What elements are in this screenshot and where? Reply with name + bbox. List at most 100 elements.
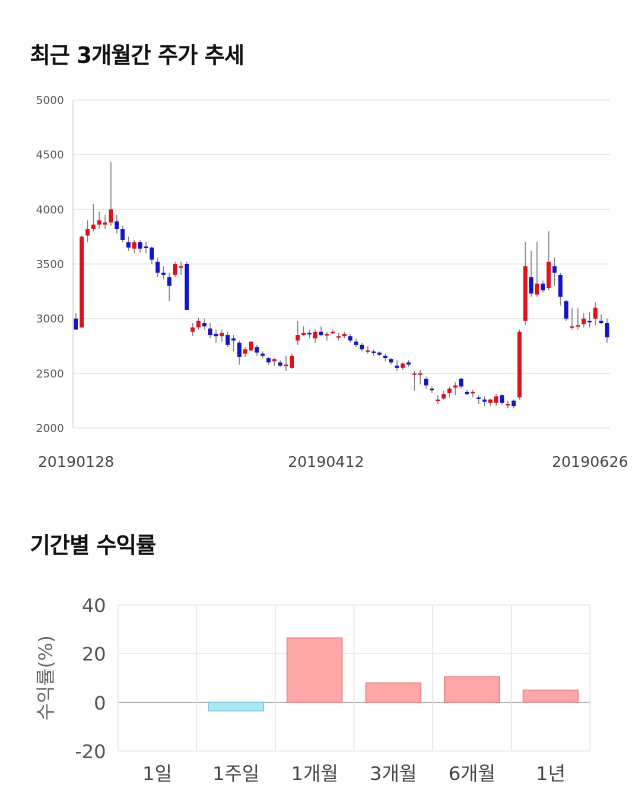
candle-body bbox=[243, 349, 248, 354]
y-tick-label: 3500 bbox=[36, 258, 64, 271]
candle-body bbox=[155, 261, 160, 273]
candle-body bbox=[149, 247, 154, 260]
x-tick-label: 1개월 bbox=[291, 763, 338, 785]
candle-body bbox=[459, 378, 464, 387]
candle-body bbox=[283, 364, 289, 367]
candle-body bbox=[196, 320, 201, 328]
candle-body bbox=[278, 362, 283, 366]
candle-body bbox=[132, 242, 137, 249]
candle-body bbox=[494, 396, 499, 403]
candle-body bbox=[318, 331, 324, 336]
candle-body bbox=[237, 342, 242, 357]
candle-body bbox=[231, 338, 236, 341]
candle-body bbox=[552, 266, 557, 273]
candle-body bbox=[389, 359, 394, 363]
candle-body bbox=[482, 399, 487, 402]
candle-body bbox=[406, 362, 411, 365]
candle-body bbox=[564, 301, 569, 319]
candle-body bbox=[138, 242, 143, 249]
x-tick-label: 20190626 bbox=[552, 453, 628, 471]
candle-body bbox=[488, 399, 493, 403]
candle-body bbox=[511, 400, 516, 407]
candle-body bbox=[517, 331, 522, 398]
y-tick-label: 4500 bbox=[36, 149, 64, 162]
y-tick-label: 4000 bbox=[36, 203, 64, 216]
x-tick-label: 1년 bbox=[536, 763, 566, 785]
candle-body bbox=[558, 274, 563, 297]
candle-body bbox=[336, 336, 341, 338]
candle-body bbox=[383, 355, 388, 359]
candlestick-chart: 2000 2500 3000 3500 4000 4500 5000 20190128 2019… bbox=[36, 94, 628, 471]
candle-body bbox=[523, 266, 528, 321]
candle-body bbox=[161, 272, 166, 275]
candle-body bbox=[313, 331, 318, 339]
candle-body bbox=[208, 328, 213, 336]
return-bar bbox=[365, 682, 422, 703]
candle-body bbox=[120, 229, 125, 240]
candle-body bbox=[143, 246, 149, 249]
candle-body bbox=[295, 335, 300, 341]
y-tick-label: 20 bbox=[82, 644, 106, 666]
candle-body bbox=[330, 331, 335, 334]
candle-body bbox=[342, 333, 347, 337]
candle-body bbox=[225, 335, 230, 345]
candle-body bbox=[348, 336, 353, 341]
x-tick-label: 6개월 bbox=[448, 763, 495, 785]
candle-body bbox=[476, 397, 481, 399]
candle-body bbox=[540, 283, 545, 291]
candle-body bbox=[190, 327, 195, 332]
price-trend-title: 최근 3개월간 주가 추세 bbox=[30, 44, 244, 69]
candle-body bbox=[418, 373, 423, 375]
x-tick-label: 1주일 bbox=[212, 763, 259, 785]
candle-body bbox=[178, 266, 184, 268]
candle-body bbox=[424, 378, 429, 386]
candle-body bbox=[184, 264, 189, 310]
y-tick-label: 2000 bbox=[36, 422, 64, 435]
candle-body bbox=[103, 222, 108, 225]
y-tick-label: 0 bbox=[94, 692, 106, 714]
candle-body bbox=[394, 365, 400, 368]
candle-body bbox=[546, 261, 551, 289]
x-tick-label: 20190412 bbox=[288, 453, 364, 471]
return-bar bbox=[522, 689, 579, 703]
y-axis-label: 수익률(%) bbox=[35, 635, 57, 720]
y-tick-label: -20 bbox=[75, 741, 106, 763]
candle-body bbox=[365, 350, 370, 352]
candle-body bbox=[569, 326, 575, 328]
candle-body bbox=[453, 385, 458, 388]
candle-body bbox=[324, 333, 330, 336]
candle-body bbox=[587, 320, 592, 323]
y-tick-label: 40 bbox=[82, 595, 106, 617]
candle-body bbox=[441, 394, 446, 399]
returns-bar-chart: -20 0 20 40 1일 1주일 1개월 3개월 6개월 1년 수익률(%) bbox=[35, 595, 591, 785]
candle-body bbox=[79, 236, 84, 328]
candle-body bbox=[529, 277, 534, 294]
candle-body bbox=[599, 320, 604, 324]
candle-body bbox=[213, 333, 219, 337]
candle-body bbox=[412, 373, 417, 375]
candle-body bbox=[429, 388, 435, 391]
candle-body bbox=[260, 353, 265, 356]
candle-body bbox=[219, 332, 224, 337]
candle-body bbox=[505, 403, 510, 406]
candle-body bbox=[248, 341, 254, 351]
candle-body bbox=[307, 332, 312, 335]
candle-body bbox=[400, 363, 405, 368]
candle-body bbox=[85, 229, 90, 236]
candle-body bbox=[289, 355, 294, 368]
candle-body bbox=[377, 352, 382, 355]
y-tick-label: 2500 bbox=[36, 367, 64, 380]
candle-body bbox=[91, 224, 96, 230]
candle-body bbox=[202, 323, 207, 327]
candle-body bbox=[167, 277, 172, 286]
return-bar bbox=[443, 676, 501, 703]
candle-body bbox=[470, 391, 475, 394]
candle-body bbox=[499, 395, 505, 403]
return-bar bbox=[207, 701, 265, 712]
candle-body bbox=[575, 325, 580, 327]
candle-body bbox=[371, 351, 376, 353]
candle-body bbox=[301, 332, 306, 336]
return-bar bbox=[286, 637, 343, 703]
candle-body bbox=[593, 307, 598, 319]
candle-body bbox=[173, 264, 178, 275]
